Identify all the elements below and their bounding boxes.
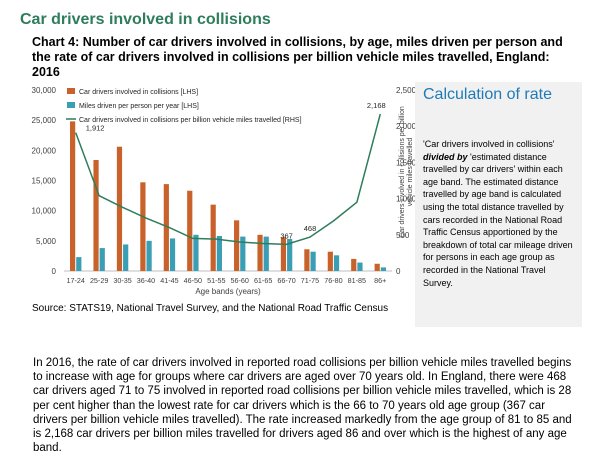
y-tick-label-right: 2,000 bbox=[396, 122, 415, 131]
bar-miles bbox=[287, 239, 293, 271]
bar-miles bbox=[146, 240, 152, 271]
bar-miles bbox=[123, 244, 129, 271]
bar-miles bbox=[240, 236, 246, 271]
bar-collisions bbox=[374, 263, 380, 271]
x-tick-label: 76-80 bbox=[324, 276, 342, 285]
bar-collisions bbox=[163, 184, 169, 271]
bar-miles bbox=[216, 236, 222, 271]
x-tick-label: 41-45 bbox=[160, 276, 178, 285]
y-tick-label-left: 25,000 bbox=[32, 116, 57, 125]
data-label: 468 bbox=[304, 224, 317, 233]
x-tick-label: 71-75 bbox=[301, 276, 319, 285]
x-tick-label: 86+ bbox=[374, 276, 386, 285]
calculation-text-part1: 'Car drivers involved in collisions' bbox=[423, 139, 555, 149]
bar-miles bbox=[193, 234, 199, 271]
data-label: 2,168 bbox=[367, 101, 386, 110]
x-tick-label: 30-35 bbox=[113, 276, 131, 285]
y-tick-label-right: 2,500 bbox=[396, 86, 415, 95]
bar-miles bbox=[357, 262, 363, 271]
y-tick-label-right: 1,500 bbox=[396, 158, 415, 167]
legend-label: Car drivers involved in collisions [LHS] bbox=[79, 89, 198, 96]
y-axis-title-right-line2: vehicle miles travelled bbox=[407, 138, 414, 207]
x-axis-title: Age bands (years) bbox=[195, 287, 261, 296]
bar-collisions bbox=[351, 258, 357, 271]
y-tick-label-right: 500 bbox=[396, 231, 410, 240]
x-tick-label: 81-85 bbox=[348, 276, 366, 285]
bar-miles bbox=[169, 238, 176, 271]
x-tick-label: 36-40 bbox=[137, 276, 155, 285]
bar-collisions bbox=[140, 182, 146, 271]
bar-collisions bbox=[327, 251, 333, 271]
y-axis-title-right-line1: Car drivers involved in collisions per b… bbox=[399, 106, 406, 238]
chart-title: Chart 4: Number of car drivers involved … bbox=[32, 35, 563, 79]
y-tick-label-left: 10,000 bbox=[32, 207, 57, 216]
calculation-emphasis: divided by bbox=[423, 151, 468, 162]
bar-collisions bbox=[93, 159, 99, 271]
x-tick-label: 51-55 bbox=[207, 276, 225, 285]
bar-miles bbox=[76, 257, 82, 271]
x-tick-label: 61-65 bbox=[254, 276, 272, 285]
x-tick-label: 56-60 bbox=[231, 276, 249, 285]
chart: 0 5,000 10,000 15,000 20,000 25,000 30,000 0 500… bbox=[32, 86, 415, 296]
bar-miles bbox=[99, 248, 105, 271]
calculation-title: Calculation of rate bbox=[423, 86, 552, 103]
legend-swatch bbox=[67, 88, 75, 94]
calculation-text: 'Car drivers involved in collisions' div… bbox=[423, 138, 575, 289]
y-tick-label-left: 15,000 bbox=[32, 177, 57, 186]
y-tick-label-right: 0 bbox=[396, 267, 401, 276]
bar-miles bbox=[263, 236, 269, 271]
bar-collisions bbox=[70, 121, 76, 271]
bar-collisions bbox=[234, 220, 240, 271]
bar-collisions bbox=[304, 249, 310, 271]
bar-miles bbox=[333, 255, 340, 271]
x-tick-label: 25-29 bbox=[90, 276, 108, 285]
legend-swatch bbox=[67, 102, 75, 108]
x-tick-label: 17-24 bbox=[67, 276, 85, 285]
chart-source: Source: STATS19, National Travel Survey,… bbox=[32, 303, 389, 314]
y-tick-label-left: 30,000 bbox=[32, 86, 57, 95]
section-title: Car drivers involved in collisions bbox=[20, 11, 271, 28]
data-label: 367 bbox=[280, 231, 293, 240]
summary-paragraph: In 2016, the rate of car drivers involve… bbox=[33, 357, 572, 455]
y-tick-label-left: 20,000 bbox=[32, 146, 57, 155]
rate-line bbox=[74, 113, 382, 246]
x-tick-label: 46-50 bbox=[184, 276, 202, 285]
y-tick-label-left: 5,000 bbox=[36, 237, 57, 246]
bar-collisions bbox=[210, 204, 216, 271]
bar-collisions bbox=[257, 234, 263, 271]
legend-label: Car drivers involved in collisions per b… bbox=[79, 117, 302, 124]
bar-collisions bbox=[116, 146, 123, 271]
calculation-box: Calculation of rate 'Car drivers involve… bbox=[415, 82, 582, 327]
bar-collisions bbox=[280, 237, 287, 271]
legend-label: Miles driven per person per year [LHS] bbox=[79, 103, 199, 110]
bar-miles bbox=[380, 267, 386, 271]
bar-collisions bbox=[187, 190, 193, 271]
data-label: 1,912 bbox=[86, 124, 105, 133]
y-tick-label-right: 1,000 bbox=[396, 195, 415, 204]
y-tick-label-left: 0 bbox=[52, 267, 57, 276]
calculation-text-part2: 'estimated distance travelled by car dri… bbox=[423, 151, 573, 288]
x-tick-label: 66-70 bbox=[277, 276, 295, 285]
bar-miles bbox=[310, 251, 316, 271]
